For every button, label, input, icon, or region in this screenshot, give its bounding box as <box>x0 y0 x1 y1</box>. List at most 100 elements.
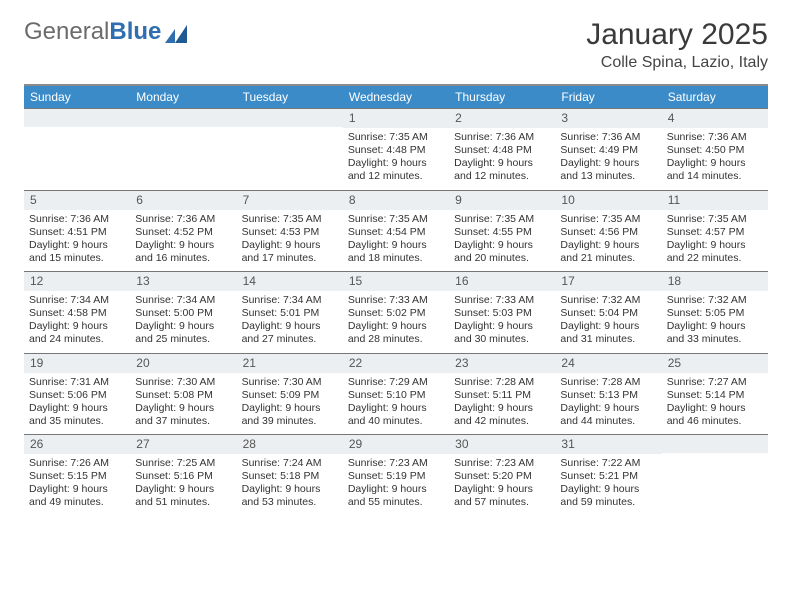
empty-cell <box>130 109 236 190</box>
day-number: 12 <box>24 272 130 291</box>
daylight-line: Daylight: 9 hours and 13 minutes. <box>560 157 656 183</box>
sunrise-line: Sunrise: 7:32 AM <box>667 294 763 307</box>
sunrise-line: Sunrise: 7:27 AM <box>667 376 763 389</box>
day-cell: 22Sunrise: 7:29 AMSunset: 5:10 PMDayligh… <box>343 354 449 435</box>
daylight-line: Daylight: 9 hours and 18 minutes. <box>348 239 444 265</box>
day-cell: 18Sunrise: 7:32 AMSunset: 5:05 PMDayligh… <box>662 272 768 353</box>
daylight-line: Daylight: 9 hours and 24 minutes. <box>29 320 125 346</box>
day-cell: 8 Sunrise: 7:35 AMSunset: 4:54 PMDaylight… <box>343 191 449 272</box>
dayname: Friday <box>555 86 661 108</box>
day-cell: 11Sunrise: 7:35 AMSunset: 4:57 PMDayligh… <box>662 191 768 272</box>
sunset-line: Sunset: 4:48 PM <box>454 144 550 157</box>
week-row: 19Sunrise: 7:31 AMSunset: 5:06 PMDayligh… <box>24 353 768 435</box>
sunset-line: Sunset: 5:20 PM <box>454 470 550 483</box>
sunset-line: Sunset: 5:08 PM <box>135 389 231 402</box>
sunrise-line: Sunrise: 7:32 AM <box>560 294 656 307</box>
daylight-line: Daylight: 9 hours and 49 minutes. <box>29 483 125 509</box>
day-cell: 7Sunrise: 7:35 AMSunset: 4:53 PMDaylight… <box>237 191 343 272</box>
sunset-line: Sunset: 5:11 PM <box>454 389 550 402</box>
day-number: 22 <box>343 354 449 373</box>
sunrise-line: Sunrise: 7:24 AM <box>242 457 338 470</box>
daylight-line: Daylight: 9 hours and 59 minutes. <box>560 483 656 509</box>
sunset-line: Sunset: 4:56 PM <box>560 226 656 239</box>
sunrise-line: Sunrise: 7:36 AM <box>667 131 763 144</box>
calendar: SundayMondayTuesdayWednesdayThursdayFrid… <box>24 84 768 516</box>
day-number: 31 <box>555 435 661 454</box>
day-cell: 31Sunrise: 7:22 AMSunset: 5:21 PMDayligh… <box>555 435 661 516</box>
sunrise-line: Sunrise: 7:35 AM <box>242 213 338 226</box>
daylight-line: Daylight: 9 hours and 12 minutes. <box>348 157 444 183</box>
day-cell: 3 Sunrise: 7:36 AMSunset: 4:49 PMDaylight… <box>555 109 661 190</box>
day-number: 8 <box>343 191 449 210</box>
empty-cell <box>24 109 130 190</box>
day-number: 17 <box>555 272 661 291</box>
empty-cell <box>662 435 768 516</box>
day-number: 24 <box>555 354 661 373</box>
daylight-line: Daylight: 9 hours and 27 minutes. <box>242 320 338 346</box>
daylight-line: Daylight: 9 hours and 14 minutes. <box>667 157 763 183</box>
day-cell: 29Sunrise: 7:23 AMSunset: 5:19 PMDayligh… <box>343 435 449 516</box>
day-cell: 23Sunrise: 7:28 AMSunset: 5:11 PMDayligh… <box>449 354 555 435</box>
day-number: 16 <box>449 272 555 291</box>
sunrise-line: Sunrise: 7:25 AM <box>135 457 231 470</box>
dayname: Thursday <box>449 86 555 108</box>
sunset-line: Sunset: 5:15 PM <box>29 470 125 483</box>
title-block: January 2025 Colle Spina, Lazio, Italy <box>586 18 768 72</box>
brand-text-1: General <box>24 18 109 46</box>
day-number: 14 <box>237 272 343 291</box>
dayname-row: SundayMondayTuesdayWednesdayThursdayFrid… <box>24 86 768 108</box>
sunset-line: Sunset: 4:54 PM <box>348 226 444 239</box>
day-cell: 12Sunrise: 7:34 AMSunset: 4:58 PMDayligh… <box>24 272 130 353</box>
day-number: 9 <box>449 191 555 210</box>
sunset-line: Sunset: 5:01 PM <box>242 307 338 320</box>
sunset-line: Sunset: 4:50 PM <box>667 144 763 157</box>
daylight-line: Daylight: 9 hours and 17 minutes. <box>242 239 338 265</box>
daylight-line: Daylight: 9 hours and 57 minutes. <box>454 483 550 509</box>
dayname: Saturday <box>662 86 768 108</box>
sunrise-line: Sunrise: 7:36 AM <box>560 131 656 144</box>
day-number: 4 <box>662 109 768 128</box>
sunset-line: Sunset: 5:05 PM <box>667 307 763 320</box>
brand-logo: GeneralBlue <box>24 18 193 46</box>
day-cell: 26Sunrise: 7:26 AMSunset: 5:15 PMDayligh… <box>24 435 130 516</box>
empty-cell <box>237 109 343 190</box>
daylight-line: Daylight: 9 hours and 40 minutes. <box>348 402 444 428</box>
day-number: 30 <box>449 435 555 454</box>
day-number: 11 <box>662 191 768 210</box>
week-row: 12Sunrise: 7:34 AMSunset: 4:58 PMDayligh… <box>24 271 768 353</box>
day-cell: 17 Sunrise: 7:32 AMSunset: 5:04 PMDayligh… <box>555 272 661 353</box>
day-number: 3 <box>555 109 661 128</box>
sunset-line: Sunset: 4:49 PM <box>560 144 656 157</box>
day-number: 21 <box>237 354 343 373</box>
sunrise-line: Sunrise: 7:35 AM <box>454 213 550 226</box>
sunrise-line: Sunrise: 7:36 AM <box>454 131 550 144</box>
brand-text-2: Blue <box>109 18 161 46</box>
daylight-line: Daylight: 9 hours and 31 minutes. <box>560 320 656 346</box>
sunrise-line: Sunrise: 7:28 AM <box>454 376 550 389</box>
sunset-line: Sunset: 4:58 PM <box>29 307 125 320</box>
day-number: 29 <box>343 435 449 454</box>
sunset-line: Sunset: 5:10 PM <box>348 389 444 402</box>
daylight-line: Daylight: 9 hours and 44 minutes. <box>560 402 656 428</box>
day-number: 19 <box>24 354 130 373</box>
day-cell: 5Sunrise: 7:36 AMSunset: 4:51 PMDaylight… <box>24 191 130 272</box>
sunset-line: Sunset: 5:06 PM <box>29 389 125 402</box>
sunrise-line: Sunrise: 7:35 AM <box>667 213 763 226</box>
sunrise-line: Sunrise: 7:34 AM <box>135 294 231 307</box>
day-cell: 10Sunrise: 7:35 AMSunset: 4:56 PMDayligh… <box>555 191 661 272</box>
daylight-line: Daylight: 9 hours and 28 minutes. <box>348 320 444 346</box>
day-cell: 28Sunrise: 7:24 AMSunset: 5:18 PMDayligh… <box>237 435 343 516</box>
brand-mark-icon <box>165 22 193 42</box>
sunset-line: Sunset: 4:51 PM <box>29 226 125 239</box>
daylight-line: Daylight: 9 hours and 15 minutes. <box>29 239 125 265</box>
sunset-line: Sunset: 5:02 PM <box>348 307 444 320</box>
sunrise-line: Sunrise: 7:35 AM <box>348 213 444 226</box>
sunrise-line: Sunrise: 7:22 AM <box>560 457 656 470</box>
sunset-line: Sunset: 5:04 PM <box>560 307 656 320</box>
day-number: 13 <box>130 272 236 291</box>
daylight-line: Daylight: 9 hours and 22 minutes. <box>667 239 763 265</box>
daylight-line: Daylight: 9 hours and 16 minutes. <box>135 239 231 265</box>
day-cell: 19Sunrise: 7:31 AMSunset: 5:06 PMDayligh… <box>24 354 130 435</box>
month-title: January 2025 <box>586 18 768 52</box>
sunrise-line: Sunrise: 7:26 AM <box>29 457 125 470</box>
